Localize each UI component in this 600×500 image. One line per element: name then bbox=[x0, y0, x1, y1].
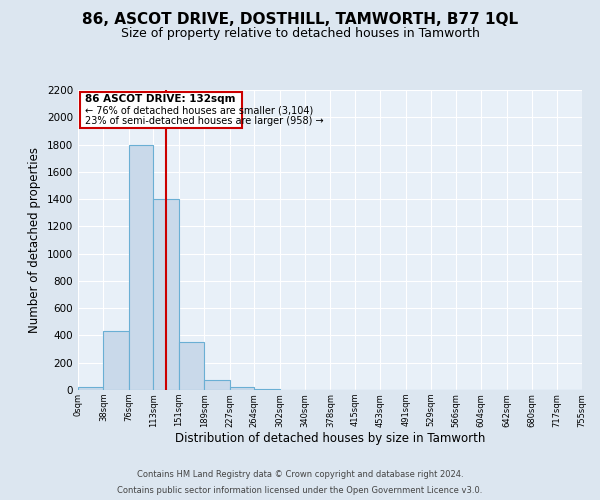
Text: 86, ASCOT DRIVE, DOSTHILL, TAMWORTH, B77 1QL: 86, ASCOT DRIVE, DOSTHILL, TAMWORTH, B77… bbox=[82, 12, 518, 28]
Bar bbox=[204, 380, 230, 390]
Text: ← 76% of detached houses are smaller (3,104): ← 76% of detached houses are smaller (3,… bbox=[85, 106, 314, 116]
Y-axis label: Number of detached properties: Number of detached properties bbox=[28, 147, 41, 333]
X-axis label: Distribution of detached houses by size in Tamworth: Distribution of detached houses by size … bbox=[175, 432, 485, 446]
Bar bbox=[230, 386, 254, 390]
Text: 23% of semi-detached houses are larger (958) →: 23% of semi-detached houses are larger (… bbox=[85, 116, 324, 126]
Bar bbox=[179, 342, 204, 390]
Text: Contains HM Land Registry data © Crown copyright and database right 2024.: Contains HM Land Registry data © Crown c… bbox=[137, 470, 463, 479]
FancyBboxPatch shape bbox=[80, 92, 242, 128]
Bar bbox=[103, 332, 129, 390]
Text: Contains public sector information licensed under the Open Government Licence v3: Contains public sector information licen… bbox=[118, 486, 482, 495]
Bar bbox=[154, 199, 179, 390]
Bar bbox=[129, 144, 154, 390]
Text: Size of property relative to detached houses in Tamworth: Size of property relative to detached ho… bbox=[121, 28, 479, 40]
Bar bbox=[78, 388, 103, 390]
Text: 86 ASCOT DRIVE: 132sqm: 86 ASCOT DRIVE: 132sqm bbox=[85, 94, 236, 104]
